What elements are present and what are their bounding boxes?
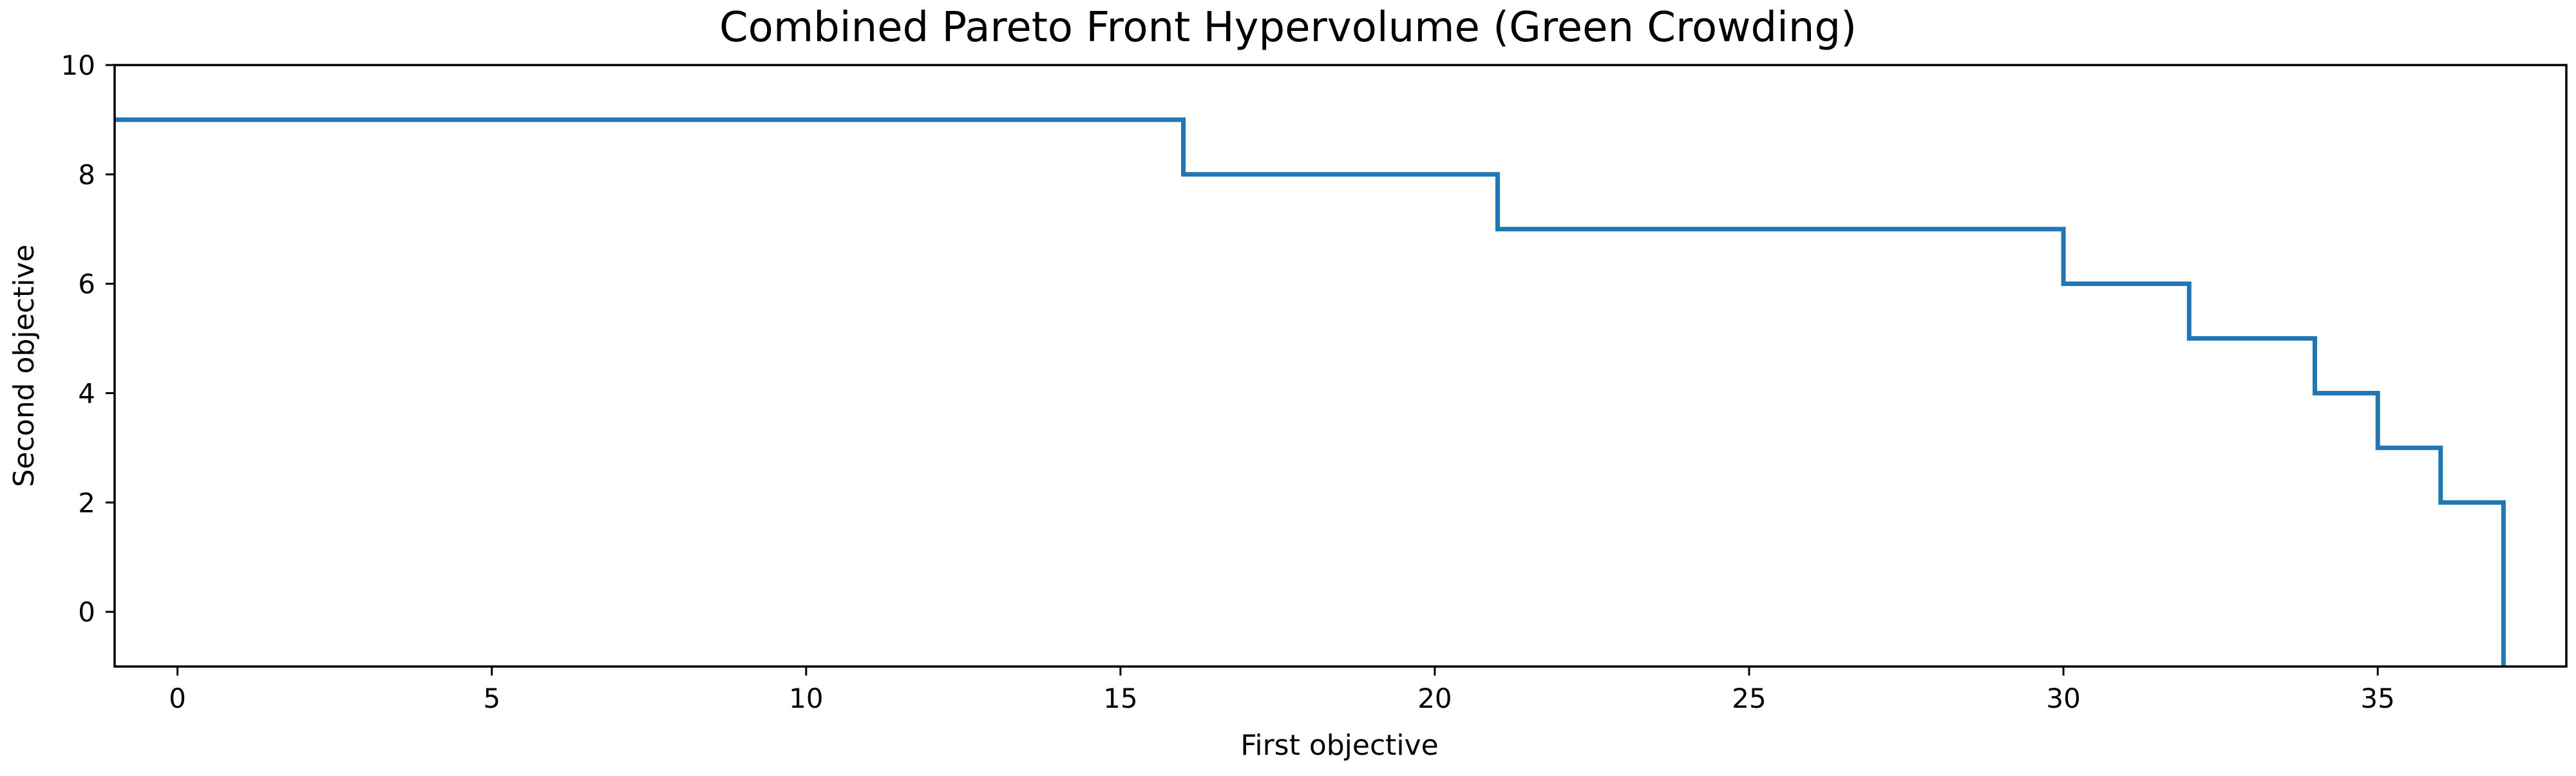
plot-area	[113, 64, 2568, 668]
x-axis-label: First objective	[1240, 729, 1439, 762]
x-tick-label: 30	[2046, 683, 2080, 714]
y-tick-label: 0	[78, 596, 95, 628]
x-tick-label: 0	[169, 683, 186, 714]
y-tick-label: 10	[61, 50, 95, 81]
axis-ticks: 0 5 10 15 20 25 30 35 0 2 4 6 8 10	[61, 50, 2395, 714]
x-tick-label: 35	[2360, 683, 2394, 714]
y-tick-label: 2	[78, 487, 95, 518]
x-tick-label: 20	[1417, 683, 1452, 714]
y-tick-label: 8	[78, 159, 95, 191]
x-tick-label: 15	[1103, 683, 1137, 714]
y-axis-label: Second objective	[8, 245, 41, 487]
x-tick-label: 5	[483, 683, 500, 714]
x-tick-label: 10	[789, 683, 823, 714]
x-tick-label: 25	[1732, 683, 1766, 714]
y-tick-label: 6	[78, 269, 95, 300]
y-tick-label: 4	[78, 377, 95, 409]
series-line-0	[115, 117, 2506, 667]
chart-title: Combined Pareto Front Hypervolume (Green…	[719, 4, 1857, 52]
axes-frame	[113, 64, 2568, 668]
